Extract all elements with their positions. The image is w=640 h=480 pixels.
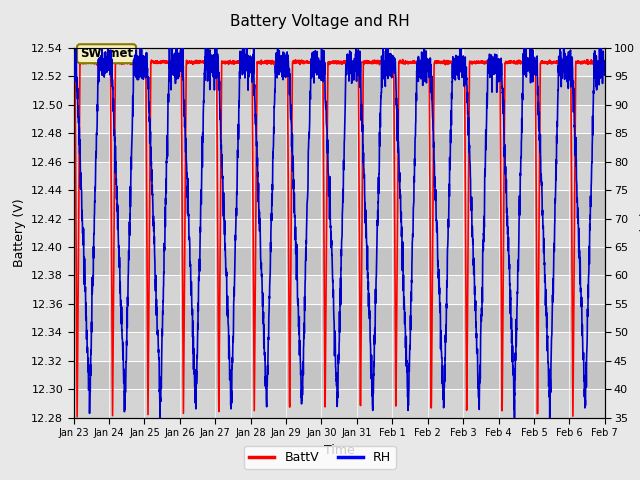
- Bar: [74, 361, 605, 389]
- X-axis label: Time: Time: [324, 444, 355, 456]
- Bar: [74, 48, 605, 76]
- Bar: [74, 162, 605, 190]
- Bar: [74, 247, 605, 276]
- Bar: [74, 133, 605, 162]
- Bar: [74, 304, 605, 332]
- Bar: [74, 190, 605, 218]
- Bar: [74, 105, 605, 133]
- Bar: [74, 332, 605, 361]
- Bar: [74, 76, 605, 105]
- Bar: [74, 276, 605, 304]
- Legend: BattV, RH: BattV, RH: [244, 446, 396, 469]
- Text: SW_met: SW_met: [80, 47, 133, 60]
- Bar: [74, 218, 605, 247]
- Bar: [74, 389, 605, 418]
- Text: Battery Voltage and RH: Battery Voltage and RH: [230, 14, 410, 29]
- Y-axis label: Battery (V): Battery (V): [13, 199, 26, 267]
